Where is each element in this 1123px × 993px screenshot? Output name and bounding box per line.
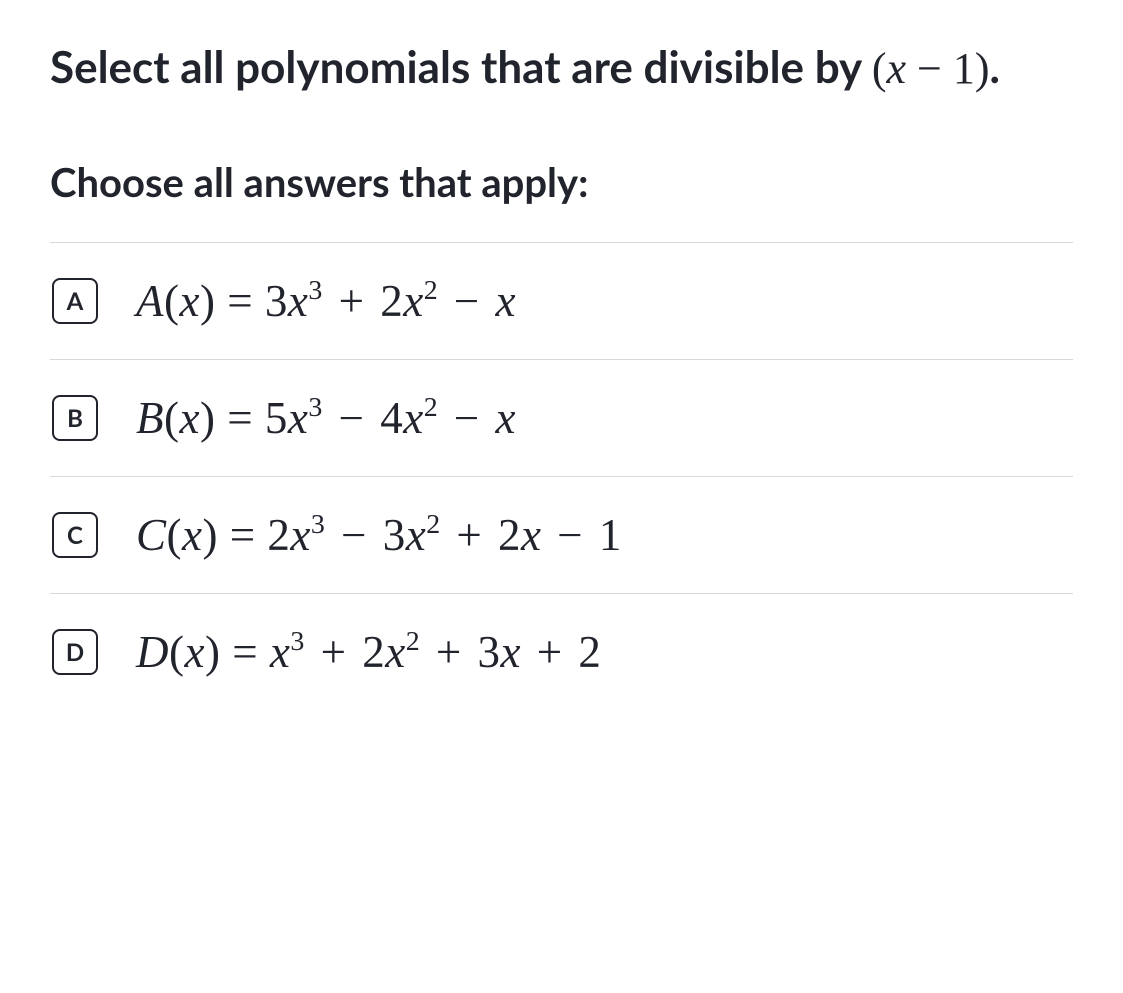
instruction-text: Choose all answers that apply:: [50, 158, 1073, 206]
checkbox-letter: B: [67, 404, 83, 433]
option-c[interactable]: C C(x) = 2x3 − 3x2 + 2x − 1: [50, 477, 1073, 594]
option-b-formula: B(x) = 5x3 − 4x2 − x: [136, 392, 516, 444]
question-suffix: .: [990, 41, 1000, 93]
option-a-formula: A(x) = 3x3 + 2x2 − x: [136, 275, 516, 327]
checkbox-letter: A: [67, 287, 84, 316]
checkbox-d[interactable]: D: [52, 629, 98, 675]
question-expression: (x − 1): [872, 44, 990, 93]
checkbox-letter: C: [67, 521, 83, 550]
checkbox-c[interactable]: C: [52, 512, 98, 558]
question-prefix: Select all polynomials that are divisibl…: [50, 41, 872, 93]
option-b[interactable]: B B(x) = 5x3 − 4x2 − x: [50, 360, 1073, 477]
question-page: Select all polynomials that are divisibl…: [0, 0, 1123, 716]
option-d-formula: D(x) = x3 + 2x2 + 3x + 2: [136, 626, 601, 678]
checkbox-letter: D: [66, 638, 84, 667]
options-list: A A(x) = 3x3 + 2x2 − x B B(x) = 5x3 − 4x…: [50, 242, 1073, 686]
option-d[interactable]: D D(x) = x3 + 2x2 + 3x + 2: [50, 594, 1073, 686]
option-a[interactable]: A A(x) = 3x3 + 2x2 − x: [50, 243, 1073, 360]
checkbox-b[interactable]: B: [52, 395, 98, 441]
question-text: Select all polynomials that are divisibl…: [50, 38, 1073, 98]
option-c-formula: C(x) = 2x3 − 3x2 + 2x − 1: [136, 509, 622, 561]
checkbox-a[interactable]: A: [52, 278, 98, 324]
